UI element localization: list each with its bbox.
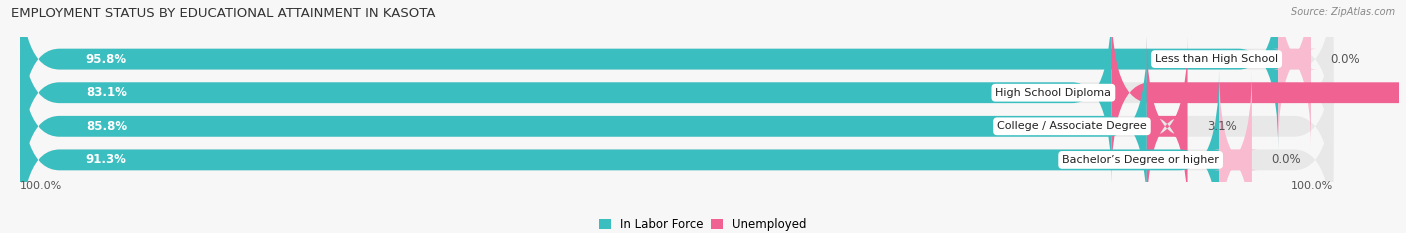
Text: 0.0%: 0.0% <box>1330 53 1361 66</box>
Text: Less than High School: Less than High School <box>1156 54 1278 64</box>
Text: 0.0%: 0.0% <box>1271 153 1301 166</box>
Text: 100.0%: 100.0% <box>20 181 62 191</box>
FancyBboxPatch shape <box>20 36 1147 217</box>
Text: Source: ZipAtlas.com: Source: ZipAtlas.com <box>1291 7 1395 17</box>
Text: High School Diploma: High School Diploma <box>995 88 1111 98</box>
FancyBboxPatch shape <box>20 0 1333 150</box>
FancyBboxPatch shape <box>1271 0 1317 150</box>
FancyBboxPatch shape <box>1111 2 1406 183</box>
FancyBboxPatch shape <box>20 0 1278 150</box>
FancyBboxPatch shape <box>20 2 1111 183</box>
FancyBboxPatch shape <box>20 36 1333 217</box>
FancyBboxPatch shape <box>1212 69 1258 233</box>
Text: 3.1%: 3.1% <box>1208 120 1237 133</box>
Text: 85.8%: 85.8% <box>86 120 127 133</box>
Text: College / Associate Degree: College / Associate Degree <box>997 121 1147 131</box>
FancyBboxPatch shape <box>20 2 1333 183</box>
Text: 100.0%: 100.0% <box>1291 181 1333 191</box>
Text: 91.3%: 91.3% <box>86 153 127 166</box>
Text: Bachelor’s Degree or higher: Bachelor’s Degree or higher <box>1062 155 1219 165</box>
Text: EMPLOYMENT STATUS BY EDUCATIONAL ATTAINMENT IN KASOTA: EMPLOYMENT STATUS BY EDUCATIONAL ATTAINM… <box>11 7 436 20</box>
Text: 95.8%: 95.8% <box>86 53 127 66</box>
FancyBboxPatch shape <box>1147 36 1188 217</box>
Text: 83.1%: 83.1% <box>86 86 127 99</box>
FancyBboxPatch shape <box>20 69 1219 233</box>
FancyBboxPatch shape <box>20 69 1333 233</box>
Legend: In Labor Force, Unemployed: In Labor Force, Unemployed <box>599 218 807 231</box>
